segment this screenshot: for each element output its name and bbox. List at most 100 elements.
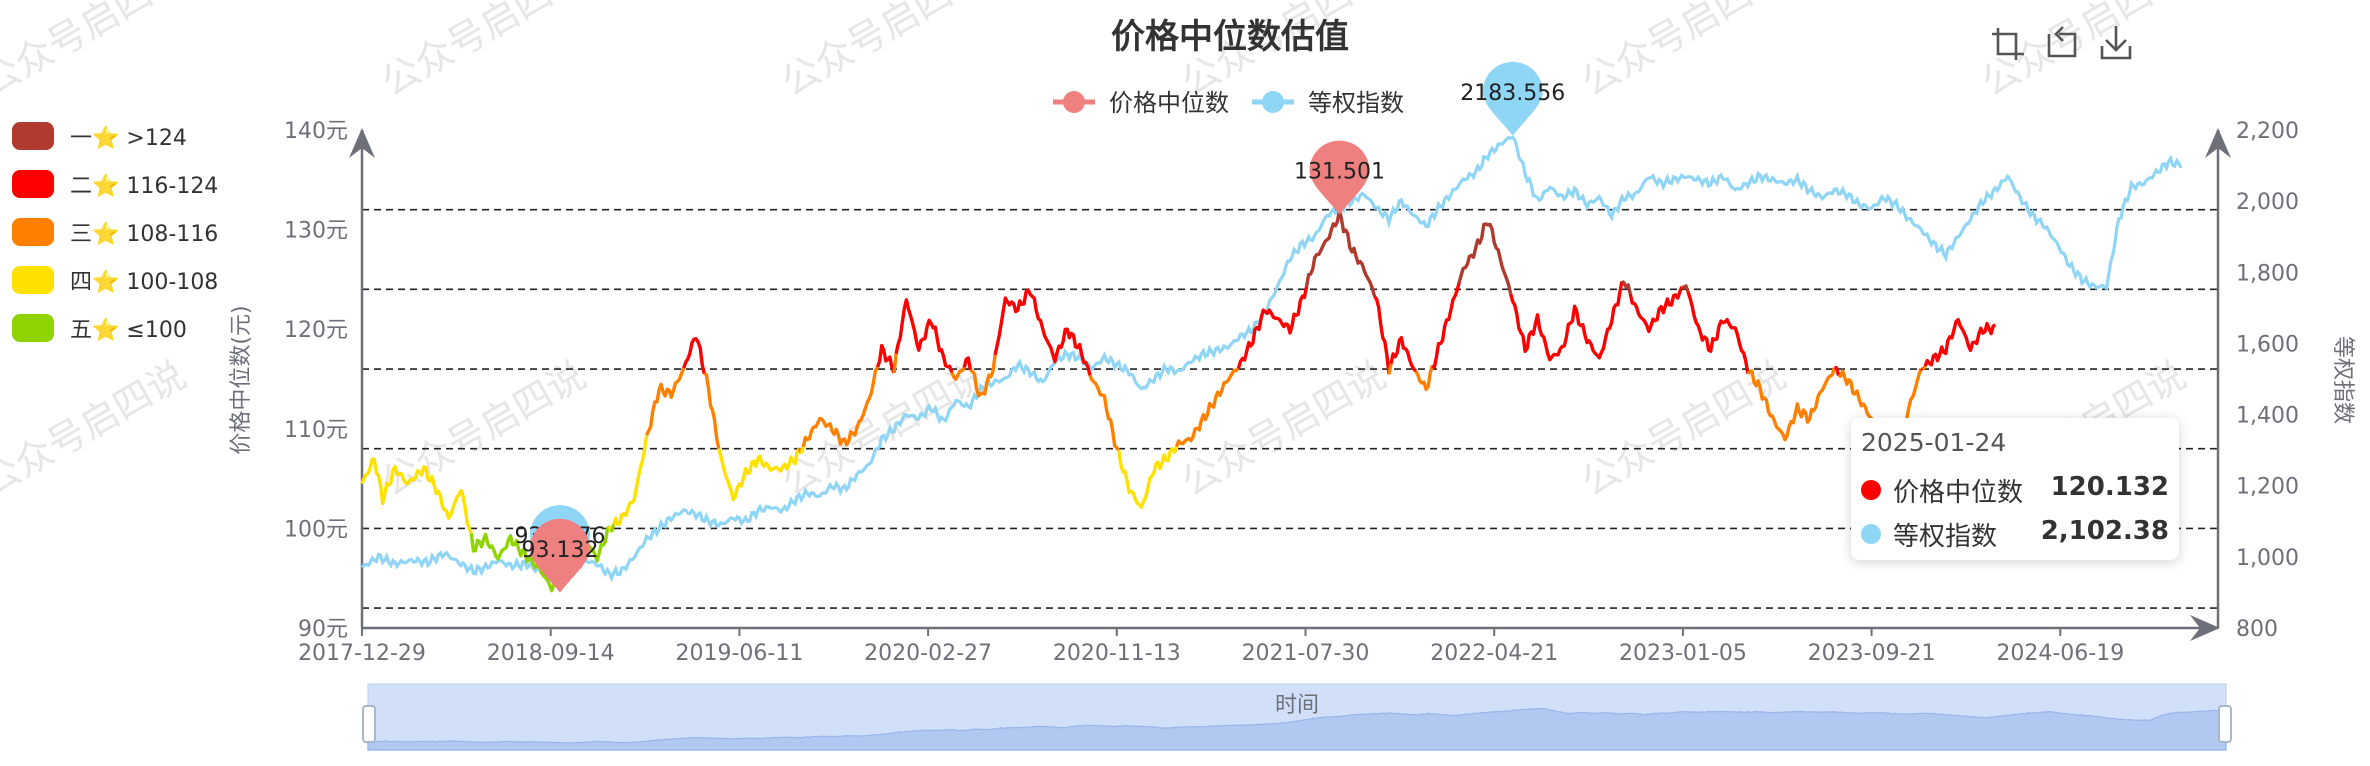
x-axis-title: 时间 — [1275, 693, 1319, 718]
zoom-reset-icon[interactable] — [2047, 26, 2077, 58]
watermark-text: 公众号启四说 — [774, 353, 993, 505]
series-line-median-price — [1834, 366, 1841, 376]
tooltip-series-name: 等权指数 — [1893, 522, 1998, 552]
legend[interactable]: 价格中位数 等权指数 — [1053, 89, 1404, 117]
tooltip: 2025-01-24 价格中位数 120.132 等权指数 2,102.38 — [1851, 418, 2179, 560]
band-label: 五⭐ ≤100 — [70, 317, 187, 343]
y-axis-arrow — [349, 128, 375, 158]
band-swatch — [12, 170, 54, 198]
series-line-median-price — [1373, 295, 1391, 375]
y-left-axis-title: 价格中位数(元) — [229, 305, 254, 454]
tooltip-dot — [1861, 480, 1881, 500]
zoom-icon-path — [1992, 28, 2024, 60]
x-tick-label: 2020-02-27 — [864, 641, 992, 666]
legend-marker — [1063, 91, 1085, 113]
band-legend-item[interactable]: 二⭐ 116-124 — [12, 170, 218, 199]
series-line-median-price — [1923, 318, 1997, 367]
y-right-tick-label: 800 — [2236, 617, 2278, 642]
band-label: 二⭐ 116-124 — [70, 173, 218, 199]
x-tick-label: 2021-07-30 — [1242, 641, 1370, 666]
tooltip-value: 2,102.38 — [2040, 516, 2169, 546]
band-swatch — [12, 314, 54, 342]
tooltip-series-name: 价格中位数 — [1893, 478, 2024, 508]
zoom-selection — [368, 684, 2226, 750]
series-line-median-price — [1509, 280, 1624, 362]
watermark-text: 公众号启四说 — [1574, 353, 1793, 505]
watermark-text: 公众号启四说 — [0, 0, 193, 105]
y-right-tick-label: 1,200 — [2236, 475, 2299, 500]
mark-point: 93.132 — [521, 518, 598, 593]
y-left-tick-label: 120元 — [284, 318, 348, 343]
x-tick-label: 2017-12-29 — [298, 641, 426, 666]
series-line-median-price — [717, 447, 801, 502]
series-line-median-price — [1174, 367, 1240, 448]
y-left-tick-label: 110元 — [284, 418, 348, 443]
axes: 90元 100元 110元 120元 130元 140元 800 1,000 1,200 1,40… — [229, 119, 2355, 666]
band-label: 一⭐ >124 — [70, 125, 187, 151]
series-line-median-price — [993, 288, 1092, 376]
toolbox[interactable] — [1992, 26, 2132, 60]
data-zoom-slider[interactable]: 时间 — [362, 683, 2232, 751]
mark-pin — [529, 518, 590, 593]
zoom-handle-right[interactable] — [2218, 705, 2232, 743]
download-icon-path — [2100, 26, 2132, 60]
y-right-tick-label: 2,000 — [2236, 190, 2299, 215]
band-swatch — [12, 266, 54, 294]
x-tick-label: 2024-06-19 — [1996, 641, 2124, 666]
band-legend-item[interactable]: 三⭐ 108-116 — [12, 218, 218, 247]
series-line-median-price — [609, 524, 616, 533]
series-line-median-price — [1920, 366, 1924, 372]
zoom-reset-icon-path — [2047, 26, 2077, 58]
y-right-tick-label: 2,200 — [2236, 119, 2299, 144]
series-line-median-price — [962, 356, 973, 371]
legend-item[interactable]: 等权指数 — [1252, 89, 1404, 117]
legend-marker — [1262, 91, 1284, 113]
zoom-handle-left[interactable] — [362, 705, 376, 743]
band-label: 四⭐ 100-108 — [70, 269, 218, 295]
x-tick-label: 2023-01-05 — [1619, 641, 1747, 666]
x-tick-label: 2020-11-13 — [1053, 641, 1181, 666]
series-layer — [360, 135, 2183, 593]
x-tick-label: 2023-09-21 — [1808, 641, 1936, 666]
series-line-median-price — [1387, 363, 1393, 375]
band-legend[interactable]: 一⭐ >124 二⭐ 116-124 三⭐ 108-116 四⭐ 100-108 五⭐ … — [12, 122, 218, 343]
legend-item[interactable]: 价格中位数 — [1053, 89, 1229, 117]
series-line-median-price — [969, 354, 997, 398]
x-tick-label: 2022-04-21 — [1430, 641, 1558, 666]
legend-label: 价格中位数 — [1109, 89, 1229, 117]
series-line-median-price — [1620, 279, 1632, 295]
x-axis-arrow — [2190, 615, 2220, 641]
band-legend-item[interactable]: 五⭐ ≤100 — [12, 314, 187, 343]
watermark-text: 公众号启四说 — [1174, 353, 1393, 505]
band-legend-item[interactable]: 一⭐ >124 — [12, 122, 187, 151]
y-right-axis-title: 等权指数 — [2330, 336, 2355, 424]
watermark-text: 公众号启四说 — [1974, 0, 2193, 105]
watermark-text: 公众号启四说 — [1574, 0, 1793, 105]
series-line-median-price — [1431, 282, 1461, 369]
series-line-median-price — [801, 366, 880, 448]
y-right-tick-label: 1,400 — [2236, 404, 2299, 429]
watermark-text: 公众号启四说 — [774, 0, 993, 105]
mark-pin — [1482, 61, 1543, 136]
x-tick-label: 2019-06-11 — [675, 641, 803, 666]
series-line-median-price — [1628, 286, 1684, 334]
series-line-median-price — [1088, 374, 1121, 452]
x-tick-label: 2018-09-14 — [487, 641, 615, 666]
series-line-median-price — [1304, 208, 1377, 298]
band-legend-item[interactable]: 四⭐ 100-108 — [12, 266, 218, 295]
y-left-tick-label: 140元 — [284, 119, 348, 144]
series-line-median-price — [1414, 365, 1434, 392]
series-line-median-price — [1457, 222, 1513, 295]
y-left-tick-label: 130元 — [284, 219, 348, 244]
series-line-median-price — [360, 457, 473, 535]
series-line-median-price — [950, 366, 966, 381]
tooltip-date: 2025-01-24 — [1861, 428, 2007, 457]
tooltip-row-price: 价格中位数 120.132 — [1861, 472, 2169, 508]
mark-label: 93.132 — [521, 538, 598, 563]
series-line-median-price — [1746, 367, 1837, 442]
zoom-icon[interactable] — [1992, 28, 2024, 60]
series-line-median-price — [1389, 336, 1418, 373]
tooltip-value: 120.132 — [2050, 472, 2169, 502]
download-icon[interactable] — [2100, 26, 2132, 60]
series-line-median-price — [682, 337, 706, 375]
